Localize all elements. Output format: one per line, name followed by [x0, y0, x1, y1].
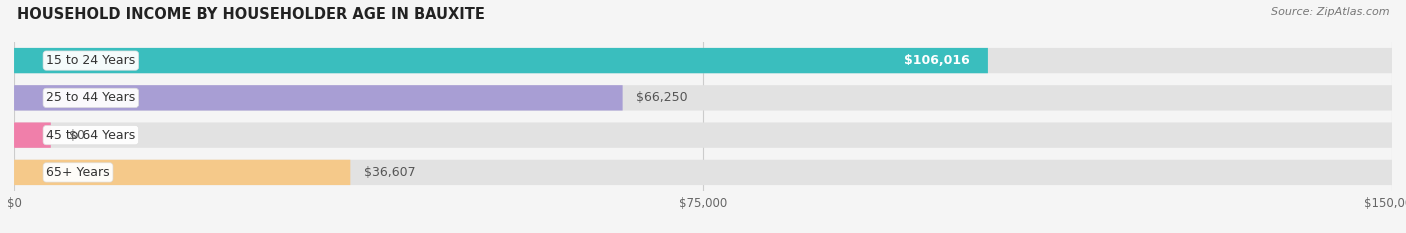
Text: $0: $0 [69, 129, 86, 142]
FancyBboxPatch shape [14, 85, 1392, 110]
FancyBboxPatch shape [14, 85, 623, 110]
Text: $106,016: $106,016 [904, 54, 970, 67]
FancyBboxPatch shape [14, 160, 350, 185]
FancyBboxPatch shape [14, 48, 988, 73]
FancyBboxPatch shape [14, 160, 1392, 185]
Text: 45 to 64 Years: 45 to 64 Years [46, 129, 135, 142]
Text: Source: ZipAtlas.com: Source: ZipAtlas.com [1271, 7, 1389, 17]
Text: $66,250: $66,250 [637, 91, 688, 104]
FancyBboxPatch shape [14, 123, 1392, 148]
Text: 65+ Years: 65+ Years [46, 166, 110, 179]
FancyBboxPatch shape [14, 48, 1392, 73]
Text: HOUSEHOLD INCOME BY HOUSEHOLDER AGE IN BAUXITE: HOUSEHOLD INCOME BY HOUSEHOLDER AGE IN B… [17, 7, 485, 22]
FancyBboxPatch shape [14, 123, 51, 148]
Text: $36,607: $36,607 [364, 166, 416, 179]
Text: 25 to 44 Years: 25 to 44 Years [46, 91, 135, 104]
Text: 15 to 24 Years: 15 to 24 Years [46, 54, 135, 67]
